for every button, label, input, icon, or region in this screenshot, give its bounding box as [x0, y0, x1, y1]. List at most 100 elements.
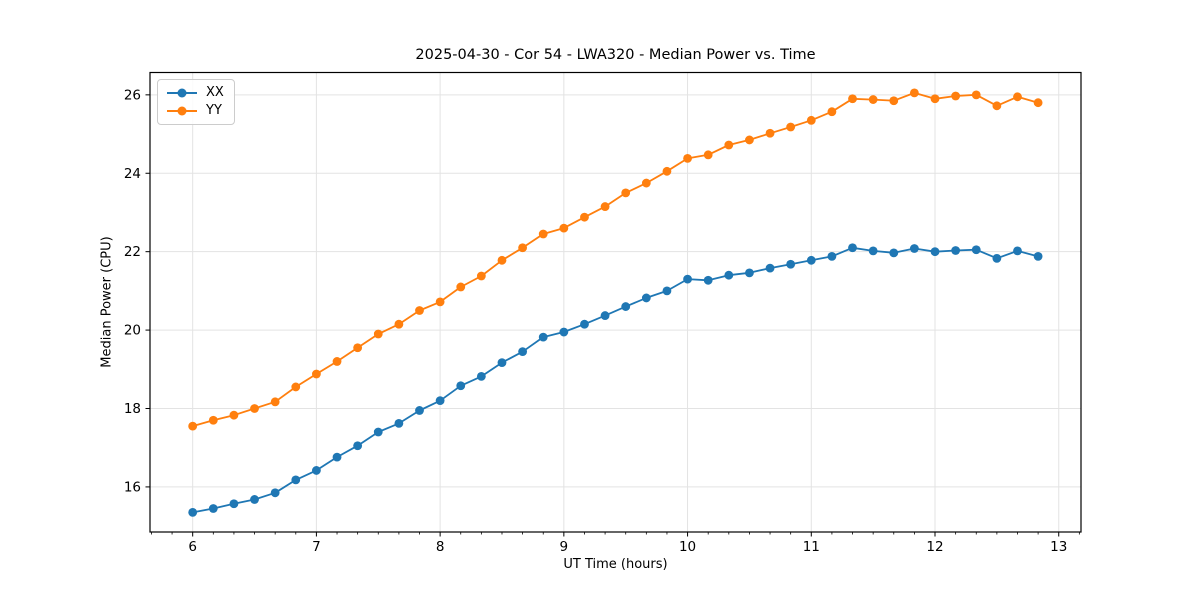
data-point-xx	[641, 293, 651, 303]
data-point-xx	[703, 275, 713, 285]
data-point-xx	[1033, 251, 1043, 261]
data-point-yy	[373, 329, 383, 339]
legend: XX YY	[157, 79, 235, 125]
data-point-xx	[291, 475, 301, 485]
chart-title: 2025-04-30 - Cor 54 - LWA320 - Median Po…	[415, 47, 816, 63]
x-tick-label: 11	[803, 539, 820, 555]
data-point-xx	[992, 253, 1002, 263]
data-point-yy	[848, 94, 857, 104]
data-point-yy	[580, 212, 589, 222]
plot-border	[149, 71, 1082, 533]
data-point-yy	[662, 166, 672, 176]
x-tick-label: 9	[560, 539, 569, 555]
data-point-yy	[641, 178, 651, 188]
legend-item-xx: XX	[166, 86, 224, 100]
data-point-yy	[889, 96, 899, 106]
data-point-yy	[456, 282, 466, 292]
data-point-xx	[208, 504, 218, 513]
data-point-yy	[621, 188, 631, 198]
data-point-xx	[373, 427, 383, 437]
data-point-yy	[724, 140, 734, 150]
data-point-xx	[580, 319, 589, 329]
data-point-xx	[662, 286, 672, 296]
data-point-yy	[435, 297, 445, 307]
data-point-yy	[683, 153, 692, 163]
data-point-yy	[600, 202, 610, 211]
data-point-yy	[806, 115, 816, 125]
x-tick-label: 10	[679, 539, 696, 555]
data-point-yy	[930, 94, 940, 104]
data-point-xx	[683, 274, 692, 284]
data-point-yy	[745, 135, 754, 145]
data-point-xx	[456, 381, 466, 391]
data-point-yy	[559, 223, 569, 233]
data-point-xx	[332, 452, 342, 462]
data-point-yy	[1013, 92, 1022, 102]
data-point-yy	[291, 382, 301, 392]
data-point-xx	[435, 396, 445, 406]
data-point-yy	[229, 410, 239, 420]
data-point-yy	[332, 357, 342, 366]
data-point-xx	[415, 406, 424, 415]
data-point-yy	[188, 421, 198, 431]
data-point-xx	[600, 311, 610, 320]
data-point-yy	[208, 415, 218, 425]
y-tick-label: 24	[124, 166, 141, 182]
x-axis-label: UT Time (hours)	[563, 557, 668, 572]
data-point-yy	[476, 271, 486, 281]
data-point-yy	[497, 255, 507, 265]
data-point-xx	[312, 466, 321, 475]
data-point-yy	[951, 91, 961, 101]
data-point-xx	[250, 495, 259, 504]
x-tick-label: 6	[188, 539, 197, 555]
data-point-xx	[848, 243, 857, 253]
data-point-yy	[312, 369, 321, 379]
data-point-xx	[188, 507, 198, 517]
data-point-yy	[765, 128, 775, 138]
x-tick-label: 8	[436, 539, 445, 555]
data-point-yy	[1033, 98, 1043, 108]
data-point-xx	[971, 245, 981, 255]
data-point-xx	[868, 246, 878, 256]
data-point-yy	[353, 343, 363, 353]
y-tick-label: 16	[124, 479, 141, 495]
data-point-yy	[703, 150, 713, 160]
data-point-yy	[538, 229, 548, 239]
data-point-xx	[1013, 246, 1022, 256]
data-point-xx	[765, 263, 775, 273]
legend-line-marker-icon	[167, 106, 197, 116]
data-point-xx	[786, 259, 796, 269]
data-point-yy	[415, 306, 424, 315]
data-point-xx	[518, 347, 528, 357]
data-point-xx	[827, 251, 837, 261]
data-point-xx	[745, 268, 754, 278]
data-point-xx	[889, 248, 899, 258]
data-point-xx	[930, 247, 940, 257]
data-point-xx	[270, 488, 280, 498]
y-tick-label: 18	[124, 401, 141, 417]
legend-label-xx: XX	[206, 85, 224, 100]
data-point-xx	[497, 358, 507, 368]
data-point-yy	[971, 90, 981, 100]
y-axis-label: Median Power (CPU)	[99, 236, 115, 368]
data-point-xx	[806, 255, 816, 265]
data-point-xx	[394, 418, 404, 428]
y-tick-label: 22	[124, 244, 141, 260]
data-point-yy	[786, 122, 796, 132]
data-point-xx	[353, 441, 363, 451]
data-point-yy	[250, 404, 259, 413]
y-tick-label: 26	[124, 87, 141, 103]
data-point-xx	[559, 327, 569, 337]
data-point-yy	[394, 319, 404, 329]
x-tick-label: 7	[312, 539, 321, 555]
data-point-yy	[827, 107, 837, 117]
data-point-xx	[724, 270, 734, 280]
data-point-xx	[538, 332, 548, 342]
data-point-yy	[270, 397, 280, 407]
data-point-xx	[621, 302, 631, 311]
data-point-xx	[951, 246, 961, 255]
legend-item-yy: YY	[166, 104, 224, 118]
data-point-yy	[518, 243, 528, 253]
y-tick-label: 20	[124, 323, 141, 339]
